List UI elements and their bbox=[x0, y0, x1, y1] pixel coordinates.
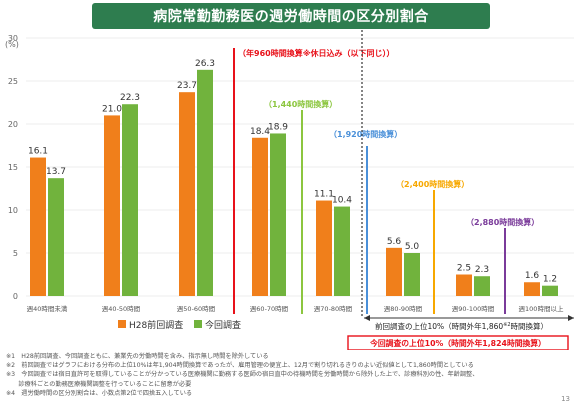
bar-h28-1 bbox=[104, 115, 120, 297]
footnote-3-cont: 診療科ごとの勤務医療機関調整を行っていることに留意が必要 bbox=[6, 380, 192, 388]
data-label: 16.1 bbox=[28, 147, 48, 157]
bar-current-5 bbox=[404, 253, 420, 296]
bar-h28-7 bbox=[524, 282, 540, 296]
footnote-1: ※1 H28前回調査、今回調査ともに、兼業先の労働時間を含み、指示無し時間を除外… bbox=[6, 353, 269, 360]
threshold-2880-label: （2,880時間換算） bbox=[466, 217, 539, 227]
bar-h28-3 bbox=[252, 137, 268, 296]
footnote-4: ※4 週労働時間の区分別割合は、小数点第2位で四捨五入している bbox=[6, 389, 193, 397]
threshold-1440-label: （1,440時間換算） bbox=[264, 99, 337, 109]
footnotes: ※1 H28前回調査、今回調査ともに、兼業先の労働時間を含み、指示無し時間を除外… bbox=[6, 352, 566, 398]
bar-h28-2 bbox=[179, 92, 195, 297]
bar-h28-6 bbox=[456, 274, 472, 296]
x-tick-label: 週70-80時間 bbox=[314, 304, 352, 313]
data-label: 18.4 bbox=[250, 127, 270, 137]
x-tick-label: 週50-60時間 bbox=[177, 304, 215, 313]
bar-current-0 bbox=[48, 178, 64, 296]
threshold-960-label: （年960時間換算※休日込み（以下同じ）） bbox=[238, 48, 394, 58]
top10-bracket-arrow-right bbox=[568, 315, 574, 321]
threshold-1920-label: （1,920時間換算） bbox=[329, 129, 402, 139]
data-label: 22.3 bbox=[120, 93, 140, 103]
y-tick-label: 5 bbox=[13, 249, 18, 258]
legend-swatch-h28 bbox=[118, 320, 126, 328]
page-title: 病院常勤勤務医の週労働時間の区分別割合 bbox=[92, 3, 490, 29]
footnote-3: ※3 今回調査では宿日直許可を取得していることが分かっている医療機関に勤務する医… bbox=[6, 371, 479, 379]
data-label: 26.3 bbox=[195, 59, 215, 69]
bar-current-2 bbox=[197, 69, 213, 296]
current-top10-box bbox=[347, 335, 569, 350]
bar-current-7 bbox=[542, 285, 558, 296]
threshold-2400-label: （2,400時間換算） bbox=[396, 179, 469, 189]
bar-h28-5 bbox=[386, 247, 402, 296]
data-label: 2.5 bbox=[457, 264, 471, 274]
data-label: 21.0 bbox=[102, 104, 122, 114]
data-label: 2.3 bbox=[475, 265, 489, 275]
data-label: 1.2 bbox=[543, 275, 557, 285]
y-tick-label: 30 bbox=[8, 34, 18, 43]
footnote-2: ※2 前回調査ではグラフにおける分布の上位10%は年1,904時間換算であったが… bbox=[6, 362, 474, 370]
data-label: 10.4 bbox=[332, 196, 352, 206]
x-tick-label: 週80-90時間 bbox=[384, 304, 422, 313]
current-top10-label: 今回調査の上位10%（時間外年1,824時間換算） bbox=[369, 338, 546, 348]
page-number: 13 bbox=[561, 395, 570, 403]
y-tick-label: 25 bbox=[8, 77, 18, 86]
x-tick-label: 週100時間以上 bbox=[519, 304, 564, 313]
top10-bracket-arrow-left bbox=[364, 315, 370, 321]
y-tick-label: 15 bbox=[8, 163, 18, 172]
legend-label-h28: H28前回調査 bbox=[129, 319, 183, 331]
bar-current-1 bbox=[122, 104, 138, 296]
bar-current-4 bbox=[334, 206, 350, 296]
x-tick-label: 週40-50時間 bbox=[102, 304, 140, 313]
y-unit-label: (%) bbox=[5, 40, 19, 49]
x-tick-label: 週40時間未満 bbox=[27, 304, 68, 313]
data-label: 5.0 bbox=[405, 242, 420, 252]
bar-h28-0 bbox=[30, 157, 46, 296]
data-label: 13.7 bbox=[46, 167, 66, 177]
bar-chart: 0 5 10 15 20 25 30(%) 16.1 21.0 23.7 18.4 11.1 5.6 2.… bbox=[5, 30, 574, 350]
data-label: 1.6 bbox=[525, 271, 540, 281]
previous-top10-label: 前回調査の上位10%（時間外年1,860※2時間換算） bbox=[375, 321, 548, 331]
data-label: 11.1 bbox=[314, 190, 334, 200]
data-label: 18.9 bbox=[268, 122, 288, 132]
y-tick-label: 0 bbox=[13, 292, 18, 301]
legend-swatch-current bbox=[194, 320, 202, 328]
data-label: 5.6 bbox=[387, 237, 402, 247]
y-tick-label: 10 bbox=[8, 206, 18, 215]
bar-current-6 bbox=[474, 276, 490, 296]
data-label: 23.7 bbox=[177, 81, 197, 91]
x-tick-label: 週90-100時間 bbox=[452, 304, 495, 313]
bar-h28-4 bbox=[316, 200, 332, 296]
bar-current-3 bbox=[270, 133, 286, 296]
y-tick-label: 20 bbox=[8, 120, 18, 129]
legend-label-current: 今回調査 bbox=[205, 319, 241, 331]
x-tick-label: 週60-70時間 bbox=[250, 304, 288, 313]
